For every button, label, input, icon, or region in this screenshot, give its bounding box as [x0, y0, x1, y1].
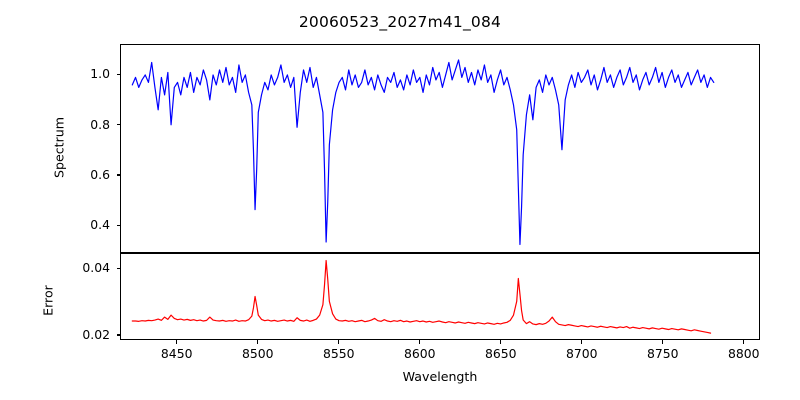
- x-axis-label: Wavelength: [402, 369, 478, 384]
- x-tick-mark: [662, 340, 664, 344]
- chart-title: 20060523_2027m41_084: [298, 13, 502, 31]
- error-y-tick-mark: [116, 334, 120, 336]
- error-y-axis-label: Error: [40, 285, 56, 316]
- x-tick-label: 8600: [403, 346, 436, 361]
- x-tick-label: 8650: [484, 346, 517, 361]
- error-y-tick-label: 0.04: [82, 260, 110, 276]
- x-tick-mark: [581, 340, 583, 344]
- spectrum-y-tick-mark: [116, 73, 120, 75]
- x-tick-label: 8550: [322, 346, 355, 361]
- spectrum-y-tick-label: 0.6: [90, 166, 110, 182]
- spectrum-plot-area: [121, 45, 759, 252]
- x-tick-mark: [743, 340, 745, 344]
- x-tick-label: 8450: [160, 346, 193, 361]
- spectrum-y-tick-label: 1.0: [90, 66, 110, 82]
- spectrum-y-tick-label: 0.4: [90, 217, 110, 233]
- x-tick-label: 8500: [241, 346, 274, 361]
- spectrum-y-tick-mark: [116, 174, 120, 176]
- error-plot-area: [121, 254, 759, 339]
- error-panel: [120, 253, 760, 340]
- spectrum-y-axis-label: Spectrum: [51, 116, 67, 179]
- error-data-line: [132, 261, 710, 334]
- spectrum-panel: [120, 44, 760, 253]
- spectrum-data-line: [132, 60, 713, 245]
- x-tick-mark: [500, 340, 502, 344]
- error-y-tick-label: 0.02: [82, 326, 110, 342]
- x-tick-label: 8750: [647, 346, 679, 361]
- error-y-tick-mark: [116, 267, 120, 269]
- x-tick-mark: [419, 340, 421, 344]
- x-tick-label: 8800: [728, 346, 760, 361]
- x-tick-mark: [338, 340, 340, 344]
- spectrum-y-tick-mark: [116, 124, 120, 126]
- x-tick-label: 8700: [565, 346, 598, 361]
- spectrum-y-tick-label: 0.8: [90, 116, 110, 132]
- spectrum-y-tick-mark: [116, 224, 120, 226]
- x-tick-mark: [257, 340, 259, 344]
- x-tick-mark: [176, 340, 178, 344]
